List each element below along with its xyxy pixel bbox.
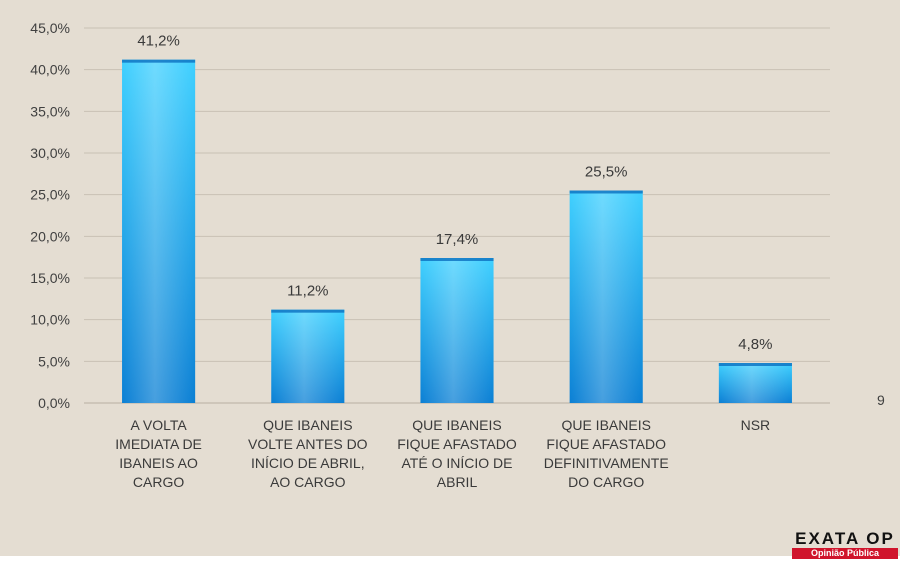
y-tick-label: 15,0% (30, 270, 70, 286)
category-label-line: AO CARGO (270, 474, 346, 490)
exata-op-logo: EXATA OP Opinião Pública (792, 530, 898, 559)
bar-top-edge (569, 190, 643, 194)
bar-highlight (122, 59, 196, 404)
category-label-line: IBANEIS AO (119, 455, 198, 471)
bar-top-edge (420, 258, 494, 261)
bar-top-edge (271, 309, 345, 313)
data-label: 17,4% (436, 231, 479, 248)
y-tick-label: 25,0% (30, 187, 70, 203)
y-tick-label: 0,0% (38, 395, 70, 411)
category-label-line: FIQUE AFASTADO (546, 436, 666, 452)
y-tick-label: 45,0% (30, 20, 70, 36)
bar-highlight (569, 190, 643, 403)
y-tick-label: 30,0% (30, 145, 70, 161)
category-label-line: ABRIL (437, 474, 478, 490)
category-label: NSR (741, 417, 771, 433)
bar-top-edge (718, 363, 792, 366)
category-label: QUE IBANEIS FIQUE AFASTADO ATÉ O INÍCIO DE… (397, 417, 517, 490)
logo-sub-text: Opinião Pública (792, 548, 898, 559)
bars (122, 59, 792, 404)
data-label: 41,2% (137, 33, 180, 50)
data-label: 25,5% (585, 164, 628, 181)
bar-highlight (271, 309, 345, 403)
category-label: QUE IBANEIS VOLTE ANTES DO INÍCIO DE ABRIL… (248, 417, 368, 490)
data-label: 4,8% (738, 336, 772, 353)
y-tick-label: 10,0% (30, 312, 70, 328)
category-label-line: DEFINITIVAMENTE (544, 455, 669, 471)
category-label-line: CARGO (133, 474, 184, 490)
bar-top-edge (122, 59, 196, 63)
category-label-line: VOLTE ANTES DO (248, 436, 368, 452)
bar-highlight (420, 258, 494, 403)
y-tick-label: 5,0% (38, 353, 70, 369)
category-label-line: IMEDIATA DE (115, 436, 202, 452)
data-label: 11,2% (287, 283, 328, 300)
category-label-line: NSR (741, 417, 771, 433)
category-label-line: A VOLTA (130, 417, 187, 433)
bar-highlight (718, 363, 792, 403)
category-label-line: QUE IBANEIS (561, 417, 650, 433)
category-label-line: ATÉ O INÍCIO DE (402, 455, 513, 471)
category-label-line: INÍCIO DE ABRIL, (251, 455, 365, 471)
y-tick-label: 40,0% (30, 62, 70, 78)
category-label-line: DO CARGO (568, 474, 644, 490)
category-label-line: QUE IBANEIS (412, 417, 501, 433)
y-tick-label: 35,0% (30, 103, 70, 119)
y-axis-ticks: 0,0% 5,0% 10,0% 15,0% 20,0% 25,0% 30,0% 35,0% 40… (30, 20, 70, 411)
category-label: QUE IBANEIS FIQUE AFASTADO DEFINITIVAMENTE… (544, 417, 669, 490)
category-label-line: FIQUE AFASTADO (397, 436, 517, 452)
data-labels: 41,2% 11,2% 17,4% 25,5% 4,8% (137, 33, 772, 353)
category-labels: A VOLTA IMEDIATA DE IBANEIS AO CARGO QUE IBA… (115, 417, 770, 490)
category-label-line: QUE IBANEIS (263, 417, 352, 433)
page-number: 9 (877, 392, 885, 408)
logo-main-text: EXATA OP (795, 529, 895, 548)
y-tick-label: 20,0% (30, 228, 70, 244)
category-label: A VOLTA IMEDIATA DE IBANEIS AO CARGO (115, 417, 202, 490)
